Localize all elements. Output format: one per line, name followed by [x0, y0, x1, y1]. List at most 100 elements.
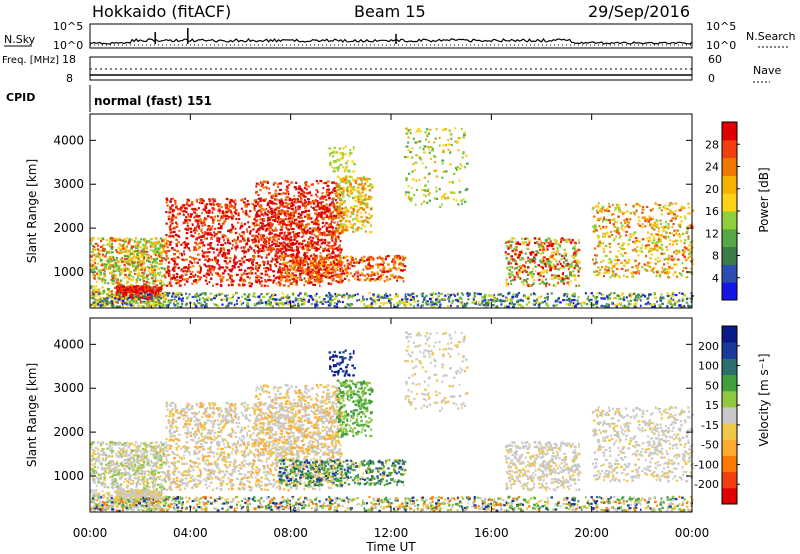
power-echo	[137, 274, 141, 277]
power-echo	[559, 267, 562, 270]
power-echo	[162, 250, 165, 254]
power-echo	[429, 128, 432, 132]
power-echo	[282, 192, 286, 195]
power-echo	[265, 253, 268, 257]
power-echo	[268, 199, 272, 203]
power-echo	[213, 258, 217, 261]
power-echo	[308, 245, 311, 248]
power-echo	[209, 233, 212, 236]
power-echo	[329, 223, 332, 226]
power-echo	[550, 277, 553, 280]
power-echo	[310, 281, 313, 284]
power-echo	[663, 271, 667, 274]
power-echo	[655, 225, 658, 229]
power-echo	[658, 240, 662, 243]
power-echo	[352, 205, 355, 208]
power-echo	[270, 215, 274, 218]
power-echo	[196, 253, 200, 256]
power-echo	[90, 242, 93, 245]
power-echo	[344, 181, 347, 184]
power-echo	[569, 265, 573, 268]
power-echo	[634, 236, 638, 240]
power-echo	[285, 249, 288, 252]
power-echo	[554, 265, 557, 268]
power-echo	[285, 270, 289, 273]
power-echo	[537, 238, 541, 241]
power-echo	[126, 300, 129, 303]
power-echo	[257, 238, 261, 241]
power-echo	[114, 292, 117, 295]
power-echo	[156, 255, 159, 259]
power-echo	[113, 262, 117, 265]
power-echo	[546, 262, 549, 266]
power-echo	[133, 272, 136, 276]
power-echo	[295, 261, 298, 264]
power-echo	[689, 250, 692, 254]
power-echo	[223, 270, 227, 273]
power-echo	[239, 276, 243, 279]
power-echo	[576, 259, 580, 262]
power-echo	[518, 264, 522, 268]
power-echo	[382, 271, 386, 274]
power-echo	[289, 275, 293, 278]
power-echo	[596, 245, 600, 248]
power-echo	[339, 279, 343, 282]
power-echo	[614, 209, 617, 212]
power-echo	[326, 207, 329, 211]
power-echo	[297, 194, 301, 198]
power-echo	[336, 228, 340, 232]
power-echo	[133, 290, 136, 293]
power-echo	[227, 208, 230, 211]
power-echo	[529, 253, 533, 256]
power-echo	[252, 249, 256, 252]
power-echo	[142, 243, 145, 246]
power-echo	[350, 211, 353, 214]
power-echo	[667, 222, 670, 226]
power-echo	[140, 249, 144, 252]
power-echo	[219, 224, 223, 228]
power-echo	[210, 234, 214, 237]
power-echo	[150, 257, 153, 260]
power-echo	[103, 265, 107, 268]
power-echo	[383, 280, 386, 283]
power-echo	[276, 220, 279, 224]
power-echo	[323, 204, 326, 208]
power-echo	[318, 264, 321, 268]
power-echo	[627, 243, 631, 246]
power-echo	[516, 256, 520, 259]
power-echo	[299, 195, 302, 199]
power-echo	[255, 230, 259, 233]
power-echo	[285, 234, 289, 237]
power-echo	[100, 302, 103, 305]
power-echo	[320, 203, 323, 206]
power-echo	[426, 201, 429, 204]
power-echo	[392, 266, 395, 269]
power-echo	[370, 266, 374, 270]
power-echo	[508, 276, 512, 279]
power-echo	[273, 219, 277, 223]
power-echo	[299, 245, 302, 248]
power-echo	[275, 282, 278, 285]
power-echo	[314, 259, 317, 262]
power-echo	[224, 212, 227, 216]
power-echo	[207, 231, 209, 234]
power-echo	[320, 215, 323, 219]
power-echo	[339, 224, 342, 228]
power-echo	[328, 230, 332, 233]
power-echo	[294, 218, 298, 221]
power-echo	[293, 259, 297, 262]
power-echo	[333, 241, 337, 244]
power-echo	[346, 186, 349, 189]
power-echo	[405, 191, 408, 194]
power-echo	[114, 275, 117, 278]
power-echo	[317, 247, 320, 251]
power-echo	[672, 222, 675, 226]
power-echo	[331, 204, 334, 207]
noise-line	[89, 37, 693, 45]
power-echo	[279, 182, 282, 185]
power-echo	[108, 263, 111, 266]
power-echo	[537, 264, 540, 267]
power-echo	[264, 242, 267, 245]
power-echo	[325, 206, 329, 209]
power-echo	[662, 263, 666, 266]
